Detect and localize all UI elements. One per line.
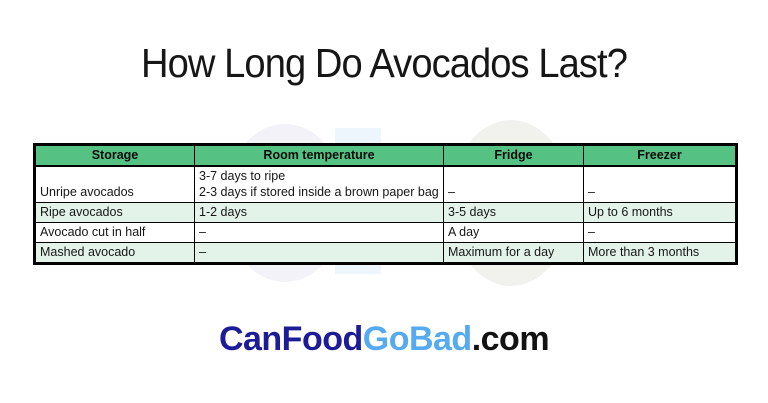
column-header-fridge: Fridge: [443, 144, 584, 167]
cell-fridge: –: [443, 165, 584, 203]
cell-storage: Ripe avocados: [34, 202, 195, 223]
cell-freezer: –: [583, 222, 737, 243]
column-header-room-temperature: Room temperature: [194, 144, 444, 167]
brand-logo: CanFoodGoBad.com: [0, 320, 768, 359]
cell-storage: Avocado cut in half: [34, 222, 195, 243]
cell-freezer: –: [583, 165, 737, 203]
cell-storage: Unripe avocados: [34, 165, 195, 203]
cell-room-temperature: 1-2 days: [194, 202, 444, 223]
cell-room-temperature: –: [194, 222, 444, 243]
brand-logo-suffix: .com: [471, 320, 550, 358]
column-header-storage: Storage: [34, 144, 195, 167]
table-row: Ripe avocados 1-2 days 3-5 days Up to 6 …: [34, 202, 737, 223]
cell-room-temperature: –: [194, 242, 444, 264]
cell-fridge: A day: [443, 222, 584, 243]
table-row: Mashed avocado – Maximum for a day More …: [34, 242, 737, 264]
cell-freezer: More than 3 months: [583, 242, 737, 264]
cell-fridge: 3-5 days: [443, 202, 584, 223]
table-row: Unripe avocados 3-7 days to ripe 2-3 day…: [34, 165, 737, 203]
page-title: How Long Do Avocados Last?: [141, 40, 628, 86]
column-header-freezer: Freezer: [583, 144, 737, 167]
table-row: Avocado cut in half – A day –: [34, 222, 737, 243]
cell-freezer: Up to 6 months: [583, 202, 737, 223]
cell-fridge: Maximum for a day: [443, 242, 584, 264]
brand-logo-secondary: GoBad: [362, 320, 472, 358]
cell-room-temperature: 3-7 days to ripe 2-3 days if stored insi…: [194, 165, 444, 203]
brand-logo-primary: CanFood: [218, 320, 363, 358]
cell-storage: Mashed avocado: [34, 242, 195, 264]
table-header-row: Storage Room temperature Fridge Freezer: [34, 144, 737, 167]
avocado-storage-table: Storage Room temperature Fridge Freezer …: [33, 143, 738, 265]
